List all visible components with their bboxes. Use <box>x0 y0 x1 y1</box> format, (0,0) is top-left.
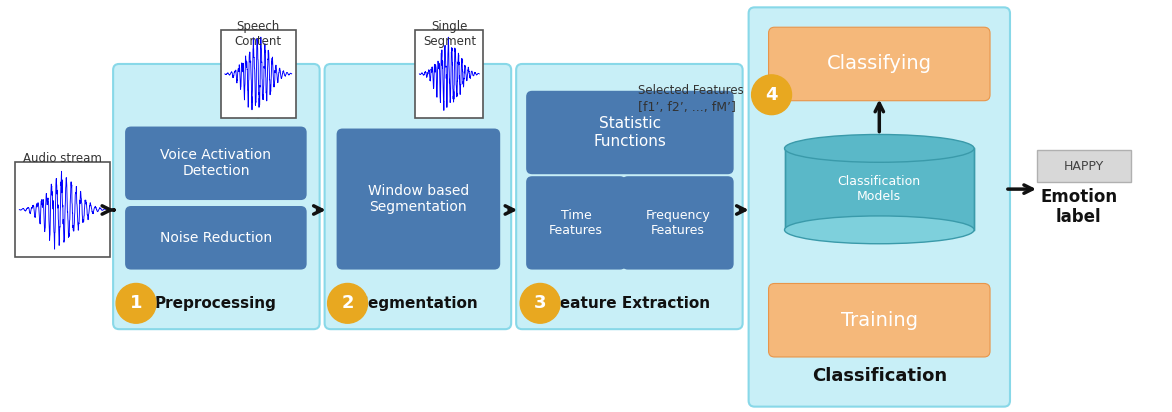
Text: Emotion
label: Emotion label <box>1041 187 1117 226</box>
Text: Single
Segment: Single Segment <box>423 20 476 48</box>
Text: Classification: Classification <box>812 367 947 385</box>
Circle shape <box>116 283 156 323</box>
FancyBboxPatch shape <box>1037 150 1131 182</box>
Text: 4: 4 <box>765 86 778 104</box>
Text: 1: 1 <box>130 294 142 312</box>
Text: Training: Training <box>840 311 918 330</box>
Circle shape <box>328 283 368 323</box>
FancyBboxPatch shape <box>516 64 743 329</box>
Text: Frequency
Features: Frequency Features <box>646 209 710 237</box>
Text: Voice Activation
Detection: Voice Activation Detection <box>161 148 272 178</box>
Text: Statistic
Functions: Statistic Functions <box>593 116 667 149</box>
Text: Segmentation: Segmentation <box>357 296 479 311</box>
FancyBboxPatch shape <box>325 64 511 329</box>
FancyBboxPatch shape <box>336 129 500 269</box>
Text: [f1’, f2’, ..., fM’]: [f1’, f2’, ..., fM’] <box>638 101 736 114</box>
FancyBboxPatch shape <box>526 176 626 269</box>
Ellipse shape <box>784 134 974 162</box>
Text: HAPPY: HAPPY <box>1064 160 1104 173</box>
Text: Time
Features: Time Features <box>550 209 602 237</box>
Bar <box>784 148 974 230</box>
Text: Selected Features: Selected Features <box>638 84 743 97</box>
Bar <box>15 162 110 257</box>
Circle shape <box>751 75 791 115</box>
Bar <box>415 30 483 117</box>
Text: Noise Reduction: Noise Reduction <box>159 231 272 245</box>
FancyBboxPatch shape <box>622 176 734 269</box>
Text: Audio stream: Audio stream <box>23 152 102 165</box>
FancyBboxPatch shape <box>125 206 307 269</box>
Text: Classification
Models: Classification Models <box>838 175 921 203</box>
FancyBboxPatch shape <box>526 91 734 174</box>
Circle shape <box>520 283 560 323</box>
Text: Classifying: Classifying <box>826 54 932 73</box>
Text: Speech
Content: Speech Content <box>234 20 281 48</box>
Text: 3: 3 <box>534 294 546 312</box>
Bar <box>220 30 295 117</box>
Ellipse shape <box>784 216 974 244</box>
Text: Window based
Segmentation: Window based Segmentation <box>368 184 469 214</box>
FancyBboxPatch shape <box>749 7 1010 407</box>
FancyBboxPatch shape <box>114 64 320 329</box>
FancyBboxPatch shape <box>769 27 990 101</box>
FancyBboxPatch shape <box>125 126 307 200</box>
Text: 2: 2 <box>341 294 354 312</box>
FancyBboxPatch shape <box>769 283 990 357</box>
Text: Feature Extraction: Feature Extraction <box>550 296 710 311</box>
Text: Preprocessing: Preprocessing <box>155 296 277 311</box>
